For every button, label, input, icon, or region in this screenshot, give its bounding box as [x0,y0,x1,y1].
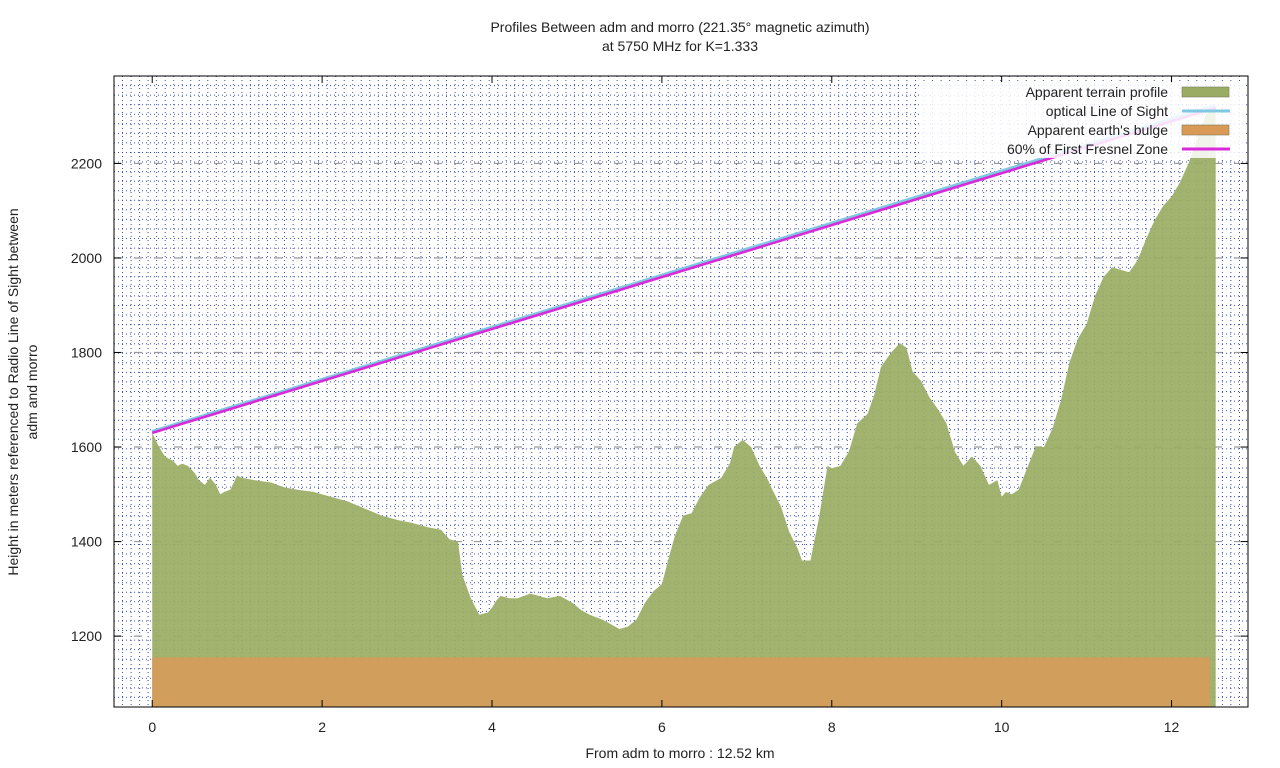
y-tick-label: 1400 [71,534,102,550]
y-tick-label: 1600 [71,439,102,455]
x-tick-label: 0 [148,719,156,735]
terrain-profile-area [152,106,1216,707]
legend-label: Apparent earth's bulge [1028,122,1169,138]
legend-label: 60% of First Fresnel Zone [1007,141,1168,157]
x-tick-label: 6 [658,719,666,735]
y-tick-label: 1800 [71,345,102,361]
y-axis-label-line-2: adm and morro [24,344,40,439]
legend-swatch [1181,86,1230,98]
y-tick-label: 2000 [71,250,102,266]
x-tick-label: 4 [488,719,496,735]
earth-bulge-area [152,657,1210,707]
fresnel-zone-line [151,106,1217,435]
legend-swatch [1181,124,1230,136]
x-axis-label: From adm to morro : 12.52 km [585,745,774,761]
legend: Apparent terrain profile optical Line of … [922,82,1244,158]
y-axis-label-line-1: Height in meters referenced to Radio Lin… [5,208,21,575]
x-tick-label: 10 [994,719,1010,735]
x-tick-label: 8 [828,719,836,735]
plot-border [113,75,1249,708]
x-tick-label: 12 [1164,719,1180,735]
y-tick-label: 2200 [71,155,102,171]
x-tick-label: 2 [318,719,326,735]
y-tick-label: 1200 [71,628,102,644]
chart-subtitle: at 5750 MHz for K=1.333 [602,38,758,54]
axes: 0 2 4 6 8 10 12 1200 1400 1600 1800 2000 2200 [71,75,1249,735]
chart-title: Profiles Between adm and morro (221.35° … [490,19,869,35]
legend-label: optical Line of Sight [1046,103,1168,119]
legend-label: Apparent terrain profile [1026,84,1169,100]
series-layer [151,103,1217,707]
